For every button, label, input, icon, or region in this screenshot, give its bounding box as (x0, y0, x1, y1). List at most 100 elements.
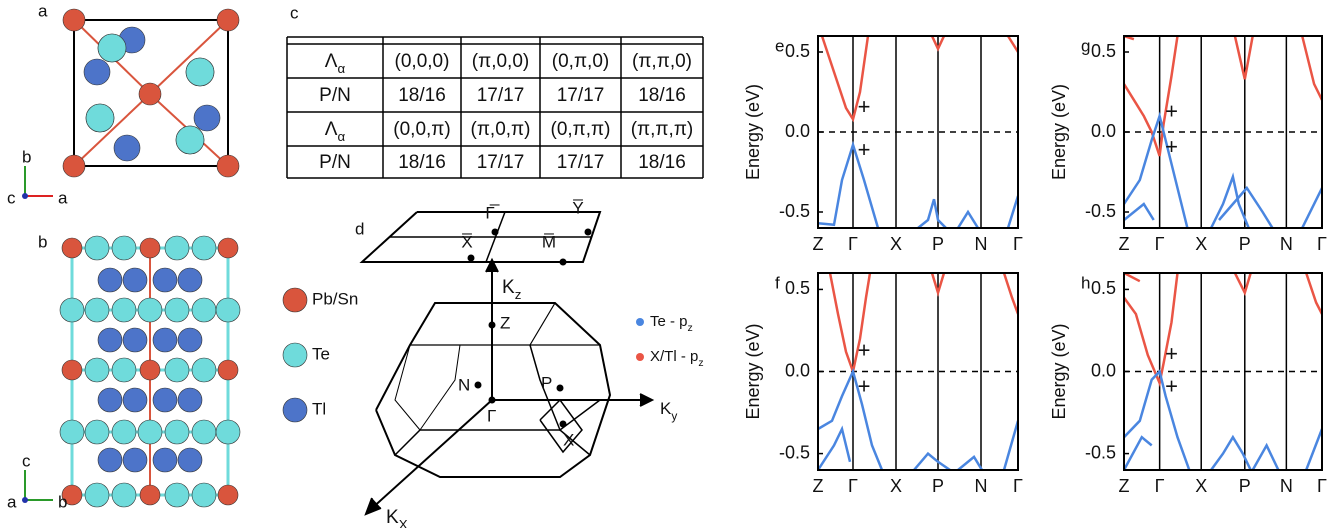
atom (86, 104, 114, 132)
legend-label: X/Tl - pz (650, 348, 704, 369)
atom (218, 238, 238, 258)
atom (114, 135, 140, 161)
atom (178, 388, 202, 412)
band (918, 199, 946, 228)
atom (123, 388, 147, 412)
atom (176, 126, 204, 154)
y-tick-label: 0.0 (785, 121, 810, 141)
table-cell: 18/16 (398, 152, 446, 173)
panel-label: b (38, 232, 47, 251)
atom (178, 448, 202, 472)
k-label-main: K (502, 277, 515, 298)
y-tick-label: 0.0 (785, 360, 810, 380)
table-cell: (0,π,π) (551, 119, 611, 140)
atom (112, 298, 136, 322)
k-label-sub: y (671, 409, 677, 423)
atom (283, 398, 307, 422)
atom (192, 298, 216, 322)
table-cell: 18/16 (638, 85, 686, 106)
arrow-head (640, 394, 652, 406)
y-tick-label: -0.5 (779, 442, 810, 462)
x-tick-label: P (1239, 476, 1251, 496)
panel-label: a (38, 1, 48, 20)
atom (112, 483, 136, 507)
atom (140, 238, 160, 258)
panel-label: e (775, 36, 784, 55)
atom (216, 298, 240, 322)
atom (123, 268, 147, 292)
y-tick-label: 0.0 (1091, 121, 1116, 141)
k-label: KX (386, 507, 408, 528)
annotation: + (1165, 99, 1178, 124)
atom (60, 420, 84, 444)
bulk-bz (395, 430, 590, 455)
band (1004, 421, 1018, 470)
band (958, 457, 982, 470)
legend-dot (636, 318, 644, 326)
table-cell: 17/17 (557, 152, 605, 173)
atom (60, 298, 84, 322)
table-cell: (0,0,0) (395, 51, 450, 72)
atom (98, 448, 122, 472)
band (958, 212, 978, 228)
atom (98, 388, 122, 412)
atom (153, 388, 177, 412)
bulk-label: N (458, 375, 470, 394)
annotation: + (858, 374, 871, 399)
bulk-label: X (563, 430, 574, 449)
axis-label: a (58, 188, 68, 207)
k-label-main: K (660, 399, 672, 418)
atom (283, 343, 307, 367)
atom (283, 288, 307, 312)
x-tick-label: Γ (1155, 234, 1165, 254)
atom (165, 483, 189, 507)
bulk-label: Γ (487, 406, 496, 425)
x-tick-label: Γ (1317, 476, 1327, 496)
k-label: Kz (502, 277, 521, 302)
atom (194, 105, 220, 131)
atom (85, 420, 109, 444)
annotation: + (1165, 374, 1178, 399)
legend-label: Tl (312, 399, 326, 418)
k-label-main: K (386, 507, 399, 528)
band (1235, 36, 1253, 79)
band (1124, 273, 1178, 383)
atom (98, 34, 126, 62)
x-tick-label: N (975, 234, 988, 254)
axis-origin (22, 193, 28, 199)
legend-label-sub: z (688, 322, 693, 334)
atom (84, 59, 110, 85)
atom (217, 155, 239, 177)
table-cell-sub: α (338, 129, 346, 144)
axis-label: b (22, 147, 31, 166)
table-cell-sub: α (338, 61, 346, 76)
bond (150, 20, 228, 94)
panel-label: g (1081, 36, 1090, 55)
band (1235, 273, 1251, 293)
atom (112, 358, 136, 382)
atom (192, 358, 216, 382)
band (1124, 372, 1189, 471)
x-tick-label: N (975, 476, 988, 496)
table-cell: Λα (325, 51, 346, 76)
atom (98, 328, 122, 352)
bz-point (468, 255, 475, 262)
atom (123, 328, 147, 352)
atom (85, 483, 109, 507)
atom (218, 485, 238, 505)
atom (62, 360, 82, 380)
x-tick-label: X (890, 476, 902, 496)
atom (165, 358, 189, 382)
band (1306, 273, 1322, 314)
band (1302, 188, 1322, 228)
legend-label-main: X/Tl - p (650, 348, 698, 365)
axis-label: c (7, 188, 16, 207)
table-cell: (π,π,π) (631, 119, 694, 140)
x-tick-label: Γ (1317, 234, 1327, 254)
table-cell: 18/16 (398, 85, 446, 106)
atom (186, 58, 214, 86)
x-tick-label: Z (1119, 234, 1130, 254)
atom (138, 298, 162, 322)
x-tick-label: P (932, 476, 944, 496)
atom (85, 298, 109, 322)
